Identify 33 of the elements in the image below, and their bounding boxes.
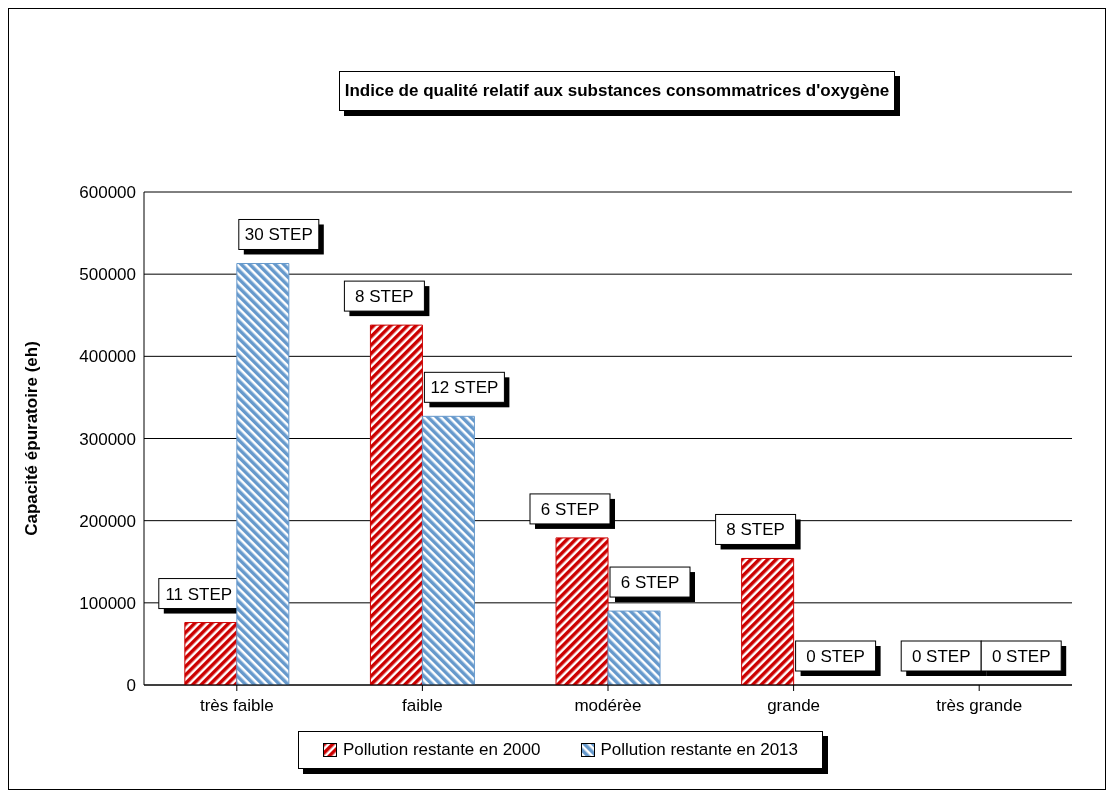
annotation: 6 STEP — [620, 573, 680, 593]
chart-title: Indice de qualité relatif aux substances consommatrices d'oxygène — [339, 71, 895, 111]
annotation: 8 STEP — [355, 287, 414, 307]
x-tick-label: modérèe — [574, 696, 642, 716]
annotation: 0 STEP — [806, 647, 865, 666]
y-tick-label: 300000 — [79, 429, 136, 449]
annotation: 12 STEP — [430, 378, 499, 398]
y-axis-title: Capacité épuratoire (eh) — [22, 341, 42, 536]
x-tick-label: faible — [402, 696, 443, 716]
y-tick-label: 0 — [126, 676, 136, 696]
bar — [555, 537, 609, 685]
annotation: 6 STEP — [540, 499, 600, 519]
bar — [369, 324, 423, 685]
annotation: 0 STEP — [911, 647, 971, 666]
x-tick-label: grande — [767, 696, 821, 716]
legend-label: Pollution restante en 2013 — [600, 740, 799, 760]
annotation: 11 STEP — [165, 584, 233, 604]
bar — [741, 557, 795, 685]
bar — [607, 610, 661, 685]
annotation: 30 STEP — [244, 225, 313, 245]
legend-label: Pollution restante en 2000 — [342, 740, 541, 760]
y-tick-label: 200000 — [79, 511, 136, 531]
bar — [184, 622, 238, 685]
x-tick-label: très faible — [199, 696, 274, 716]
x-tick-label: très grande — [936, 696, 1023, 716]
bar — [236, 262, 290, 685]
bar — [421, 415, 475, 685]
y-tick-label: 600000 — [79, 183, 136, 203]
annotation: 8 STEP — [726, 520, 785, 540]
y-tick-label: 100000 — [79, 593, 136, 613]
y-tick-label: 500000 — [79, 265, 136, 285]
annotation: 0 STEP — [991, 647, 1051, 666]
y-tick-label: 400000 — [79, 347, 136, 367]
